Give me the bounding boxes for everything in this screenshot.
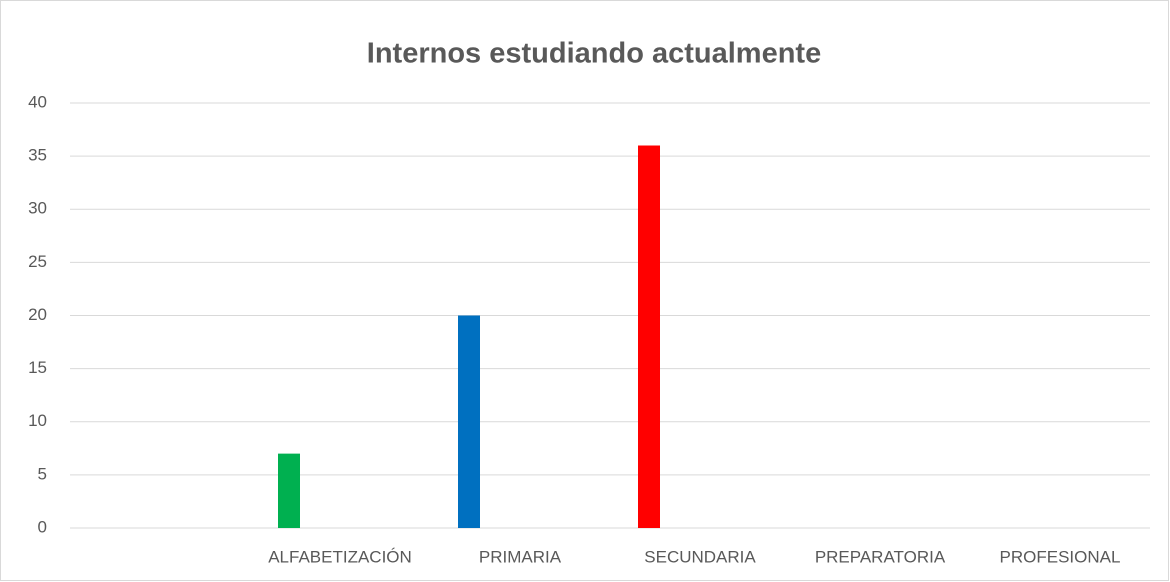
bar xyxy=(458,315,480,528)
bar xyxy=(278,453,300,528)
y-tick-label: 5 xyxy=(38,464,47,483)
x-tick-label: SECUNDARIA xyxy=(644,547,756,566)
y-tick-label: 20 xyxy=(28,305,47,324)
y-tick-label: 35 xyxy=(28,146,47,165)
y-tick-label: 10 xyxy=(28,411,47,430)
x-tick-label: PRIMARIA xyxy=(479,547,562,566)
bar xyxy=(638,145,660,528)
x-tick-label: ALFABETIZACIÓN xyxy=(268,547,412,566)
y-tick-label: 25 xyxy=(28,252,47,271)
y-tick-label: 15 xyxy=(28,358,47,377)
x-tick-label: PREPARATORIA xyxy=(815,547,946,566)
y-tick-label: 0 xyxy=(38,517,47,536)
chart-title: Internos estudiando actualmente xyxy=(367,38,821,70)
y-tick-label: 30 xyxy=(28,199,47,218)
y-tick-label: 40 xyxy=(28,92,47,111)
x-tick-label: PROFESIONAL xyxy=(1000,547,1121,566)
